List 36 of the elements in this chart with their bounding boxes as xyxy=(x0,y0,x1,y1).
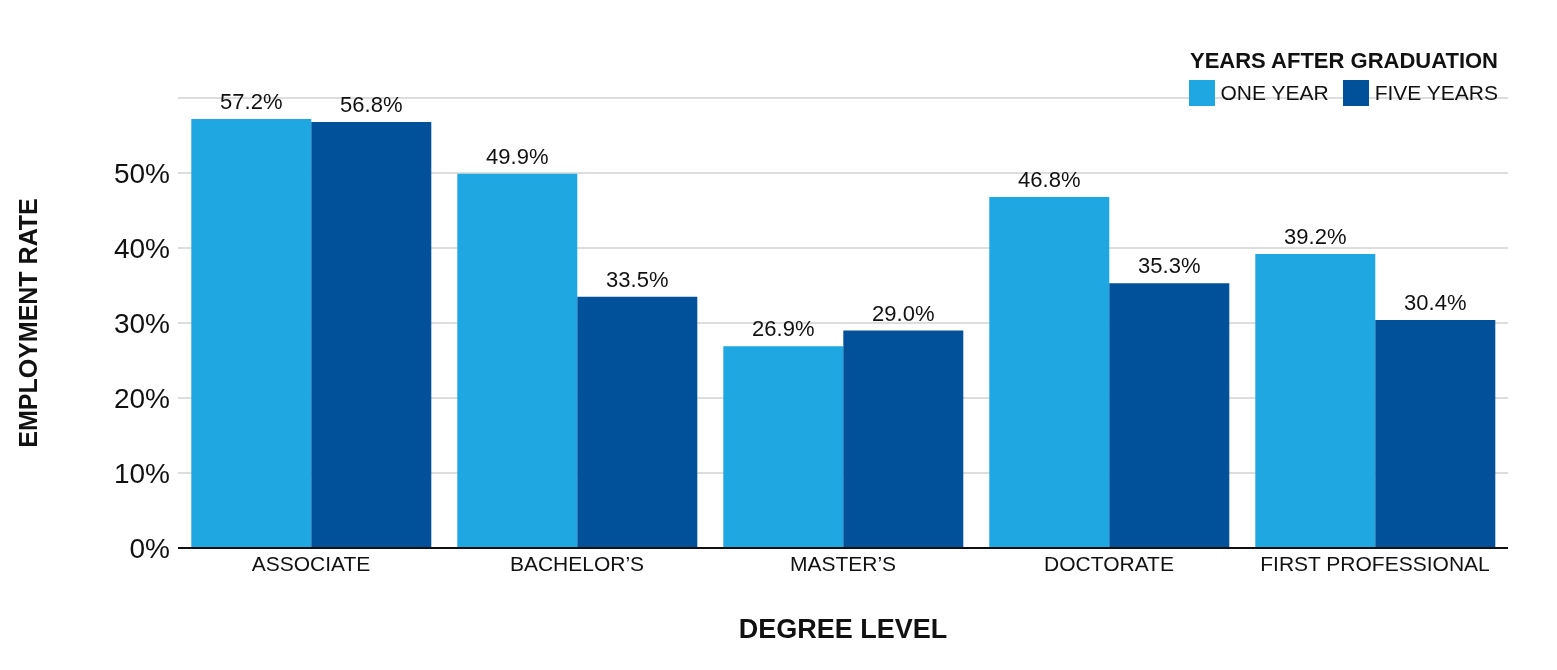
y-tick-label: 50% xyxy=(113,157,170,189)
y-tick-label: 0% xyxy=(129,532,170,564)
y-axis-title: EMPLOYMENT RATE xyxy=(13,198,42,448)
x-tick-label: DOCTORATE xyxy=(1044,551,1174,575)
bar xyxy=(1255,254,1376,548)
data-label: 26.9% xyxy=(752,316,815,342)
bar xyxy=(577,296,698,548)
y-tick-label: 30% xyxy=(113,307,170,339)
data-label: 35.3% xyxy=(1138,253,1201,279)
bar xyxy=(191,119,312,548)
data-label: 39.2% xyxy=(1284,224,1347,249)
bar xyxy=(311,122,432,548)
y-tick-label: 10% xyxy=(113,457,170,489)
data-label: 46.8% xyxy=(1018,167,1081,192)
x-axis-title: DEGREE LEVEL xyxy=(738,614,948,644)
bar xyxy=(457,173,578,548)
x-tick-label: BACHELOR’S xyxy=(509,551,645,575)
data-label: 56.8% xyxy=(340,92,403,117)
legend-label: FIVE YEARS xyxy=(1374,81,1498,105)
bar xyxy=(723,346,844,548)
data-label: 49.9% xyxy=(486,143,549,169)
data-label: 30.4% xyxy=(1404,290,1467,315)
bar xyxy=(1375,320,1496,548)
legend-title: YEARS AFTER GRADUATION xyxy=(1189,48,1498,74)
x-tick-label: MASTER’S xyxy=(789,551,897,575)
data-label: 29.0% xyxy=(872,300,935,326)
y-tick-label: 20% xyxy=(113,382,170,414)
data-label: 57.2% xyxy=(220,89,283,114)
data-label: 33.5% xyxy=(606,266,669,292)
y-tick-label: 40% xyxy=(113,232,170,264)
legend-label: ONE YEAR xyxy=(1220,81,1329,105)
bar xyxy=(843,330,964,548)
bar xyxy=(989,197,1110,548)
bar xyxy=(1109,283,1230,548)
x-tick-label: ASSOCIATE xyxy=(251,551,371,575)
x-tick-label: FIRST PROFESSIONAL xyxy=(1260,551,1490,575)
